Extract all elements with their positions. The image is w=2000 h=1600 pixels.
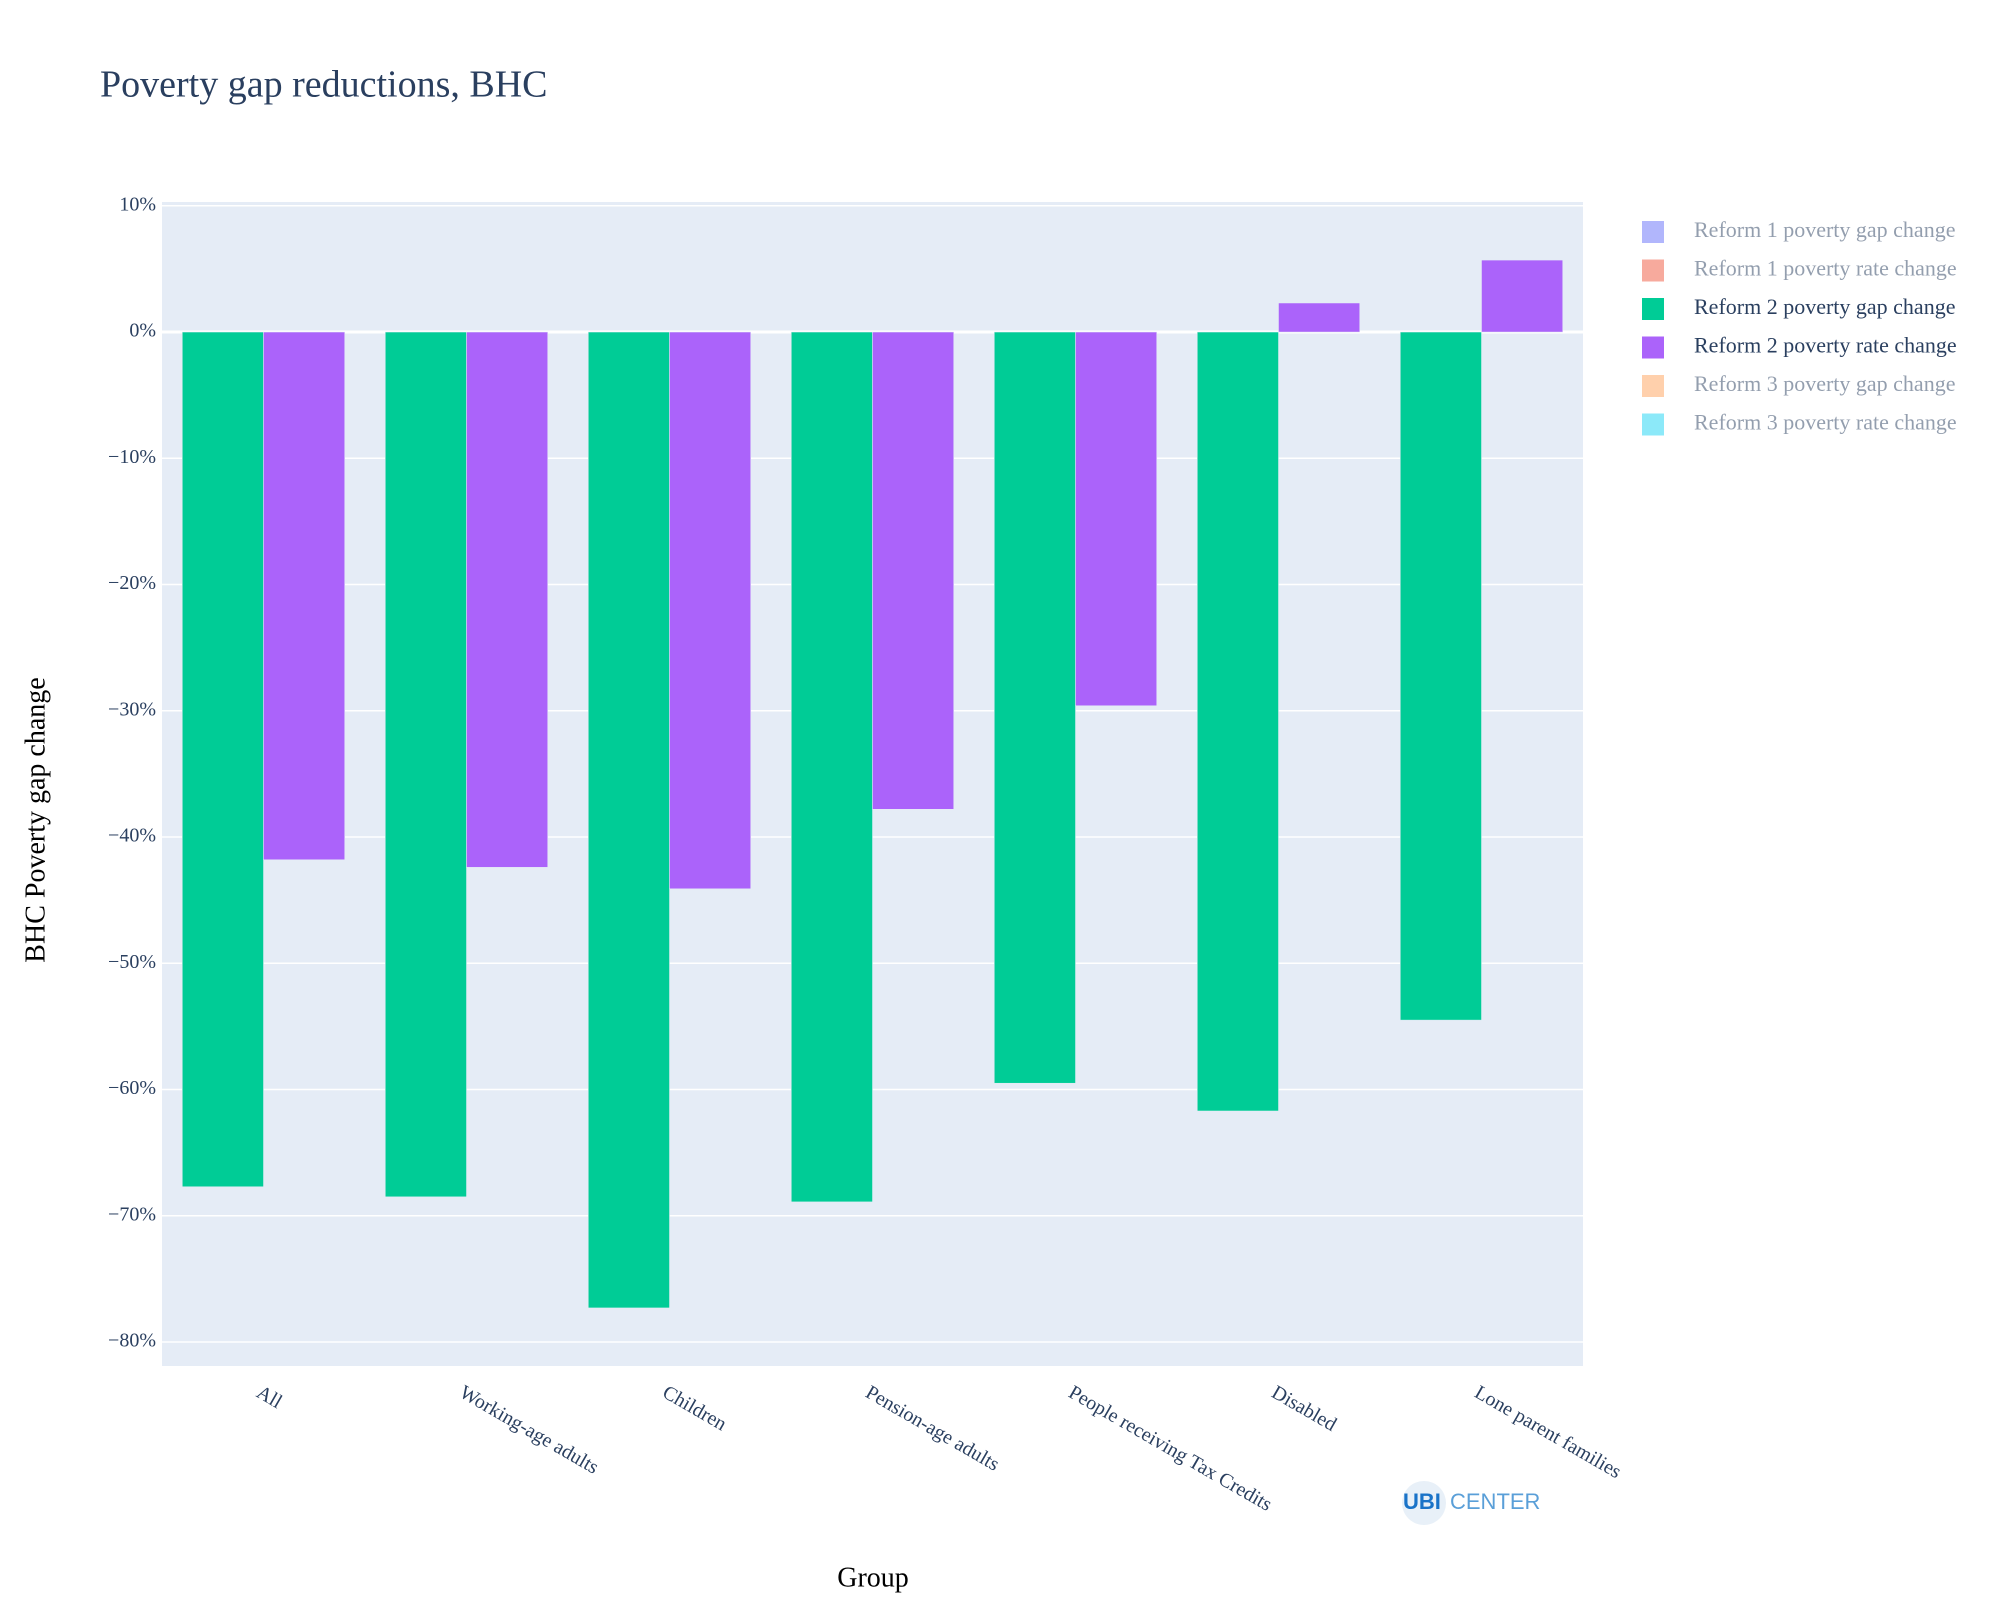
x-tick-label: All [253, 1381, 287, 1413]
y-axis-title: BHC Poverty gap change [20, 677, 51, 962]
y-tick-label: 0% [129, 320, 156, 342]
bar [466, 331, 548, 868]
x-tick-label: Pension-age adults [862, 1381, 1004, 1475]
x-tick-label: Working-age adults [456, 1381, 603, 1479]
bar [588, 331, 670, 1309]
legend-swatch [1642, 259, 1664, 282]
legend-label: Reform 2 poverty rate change [1694, 333, 1957, 358]
x-tick-label: People receiving Tax Credits [1065, 1381, 1276, 1516]
bar [994, 331, 1076, 1084]
bar [263, 331, 345, 860]
y-tick-label: −50% [108, 951, 156, 973]
y-tick-label: −30% [108, 698, 156, 720]
bar [1278, 302, 1360, 333]
legend-swatch [1642, 221, 1664, 243]
bar [385, 331, 467, 1198]
legend-label: Reform 2 poverty gap change [1694, 294, 1955, 319]
bar [1197, 331, 1279, 1112]
bar [1075, 331, 1157, 706]
legend-label: Reform 1 poverty rate change [1694, 256, 1957, 281]
bar [872, 331, 954, 810]
x-tick-label: Disabled [1268, 1381, 1341, 1436]
bar [1400, 331, 1482, 1021]
bar [669, 331, 751, 890]
chart-title: Poverty gap reductions, BHC [100, 64, 548, 106]
bar [182, 331, 264, 1187]
legend-swatch [1642, 413, 1664, 436]
legend-label: Reform 3 poverty gap change [1694, 371, 1955, 396]
y-tick-label: −20% [108, 572, 156, 594]
y-tick-label: −80% [108, 1330, 156, 1352]
legend-swatch [1642, 375, 1664, 397]
logo-text: CENTER [1450, 1489, 1540, 1514]
logo-badge [1402, 1481, 1446, 1525]
logo-bold: UBI [1403, 1489, 1441, 1514]
x-tick-label: Children [659, 1381, 731, 1435]
legend-label: Reform 1 poverty gap change [1694, 217, 1955, 242]
bar [791, 331, 873, 1203]
y-tick-label: −60% [108, 1077, 156, 1099]
legend-label: Reform 3 poverty rate change [1694, 410, 1957, 435]
y-tick-label: −10% [108, 446, 156, 468]
x-axis-title: Group [837, 1562, 909, 1593]
y-tick-label: −40% [108, 825, 156, 847]
legend-swatch [1642, 336, 1664, 359]
x-tick-label: Lone parent families [1471, 1381, 1626, 1483]
bar [1481, 259, 1563, 333]
legend-swatch [1642, 298, 1664, 320]
y-tick-label: −70% [108, 1203, 156, 1225]
y-tick-label: 10% [119, 193, 156, 215]
